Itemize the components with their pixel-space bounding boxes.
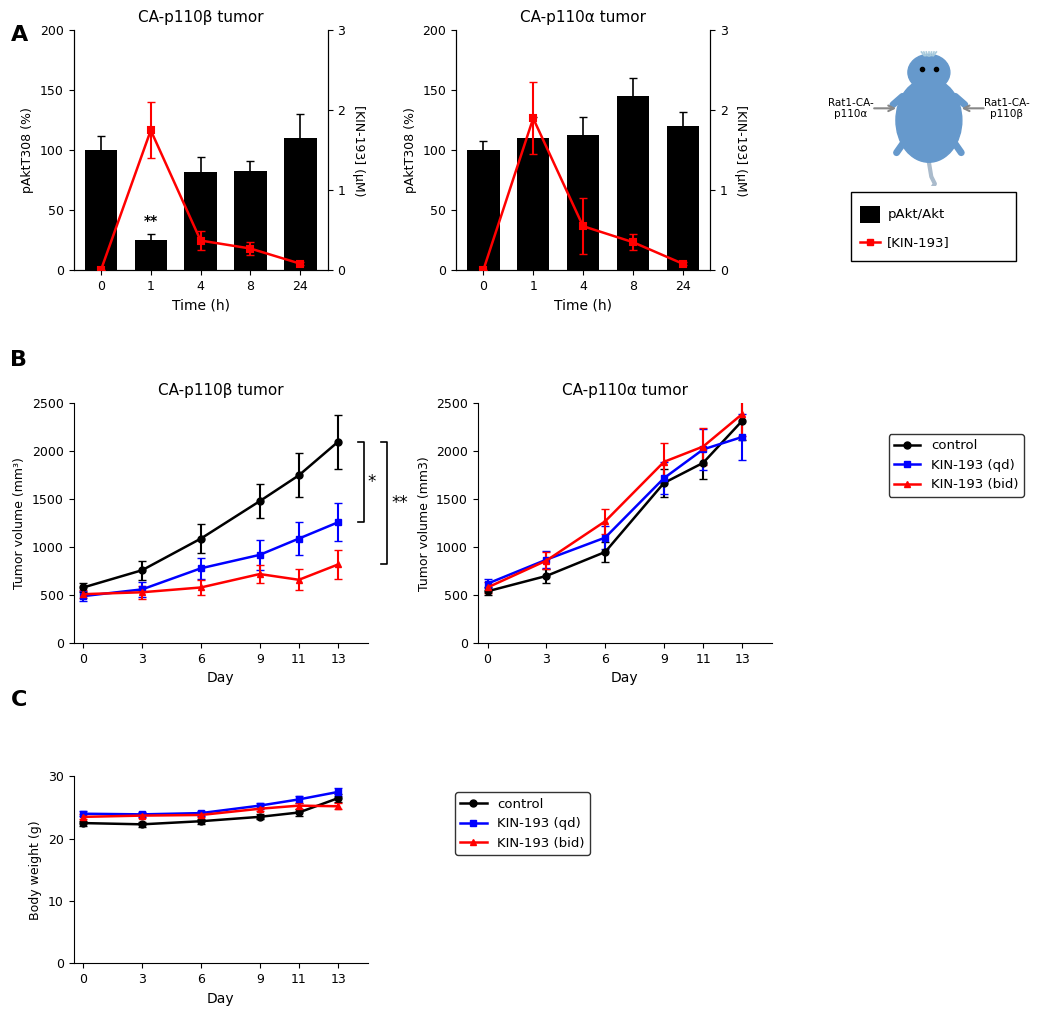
Title: CA-p110α tumor: CA-p110α tumor [562, 383, 688, 399]
Bar [567, 135, 600, 270]
Text: pAkt/Akt: pAkt/Akt [887, 208, 945, 221]
Title: CA-p110α tumor: CA-p110α tumor [520, 10, 646, 25]
Ellipse shape [908, 55, 950, 90]
X-axis label: Day: Day [611, 671, 638, 685]
X-axis label: Day: Day [207, 992, 234, 1006]
Text: Rat1-CA-
p110β: Rat1-CA- p110β [984, 97, 1030, 119]
Bar [517, 138, 549, 270]
Y-axis label: [KIN-193] (μM): [KIN-193] (μM) [734, 104, 748, 196]
Text: **: ** [144, 214, 158, 227]
Text: B: B [10, 350, 27, 370]
Bar [860, 206, 881, 223]
Bar [285, 138, 316, 270]
Ellipse shape [896, 78, 962, 162]
Bar [85, 150, 118, 270]
Legend: control, KIN-193 (qd), KIN-193 (bid): control, KIN-193 (qd), KIN-193 (bid) [888, 434, 1024, 497]
X-axis label: Time (h): Time (h) [171, 298, 230, 312]
Text: Rat1-CA-
p110α: Rat1-CA- p110α [828, 97, 874, 119]
Text: **: ** [391, 494, 407, 512]
Y-axis label: pAktT308 (%): pAktT308 (%) [21, 107, 35, 194]
Bar [185, 171, 216, 270]
X-axis label: Time (h): Time (h) [554, 298, 612, 312]
Text: *: * [368, 473, 376, 491]
Y-axis label: [KIN-193] (μM): [KIN-193] (μM) [352, 104, 365, 196]
Bar [467, 150, 500, 270]
Y-axis label: Tumor volume (mm3): Tumor volume (mm3) [418, 456, 430, 590]
Bar [134, 240, 167, 270]
Bar [667, 127, 699, 270]
Bar [616, 96, 649, 270]
Y-axis label: Body weight (g): Body weight (g) [29, 820, 42, 920]
X-axis label: Day: Day [207, 671, 234, 685]
Text: C: C [10, 690, 27, 710]
Y-axis label: pAktT308 (%): pAktT308 (%) [404, 107, 417, 194]
Legend: control, KIN-193 (qd), KIN-193 (bid): control, KIN-193 (qd), KIN-193 (bid) [455, 792, 590, 855]
Text: [KIN-193]: [KIN-193] [887, 236, 950, 248]
Text: A: A [10, 25, 27, 46]
FancyBboxPatch shape [852, 193, 1016, 262]
Bar [234, 170, 267, 270]
Title: CA-p110β tumor: CA-p110β tumor [138, 10, 264, 25]
Title: CA-p110β tumor: CA-p110β tumor [158, 383, 284, 399]
Y-axis label: Tumor volume (mm³): Tumor volume (mm³) [14, 457, 26, 589]
